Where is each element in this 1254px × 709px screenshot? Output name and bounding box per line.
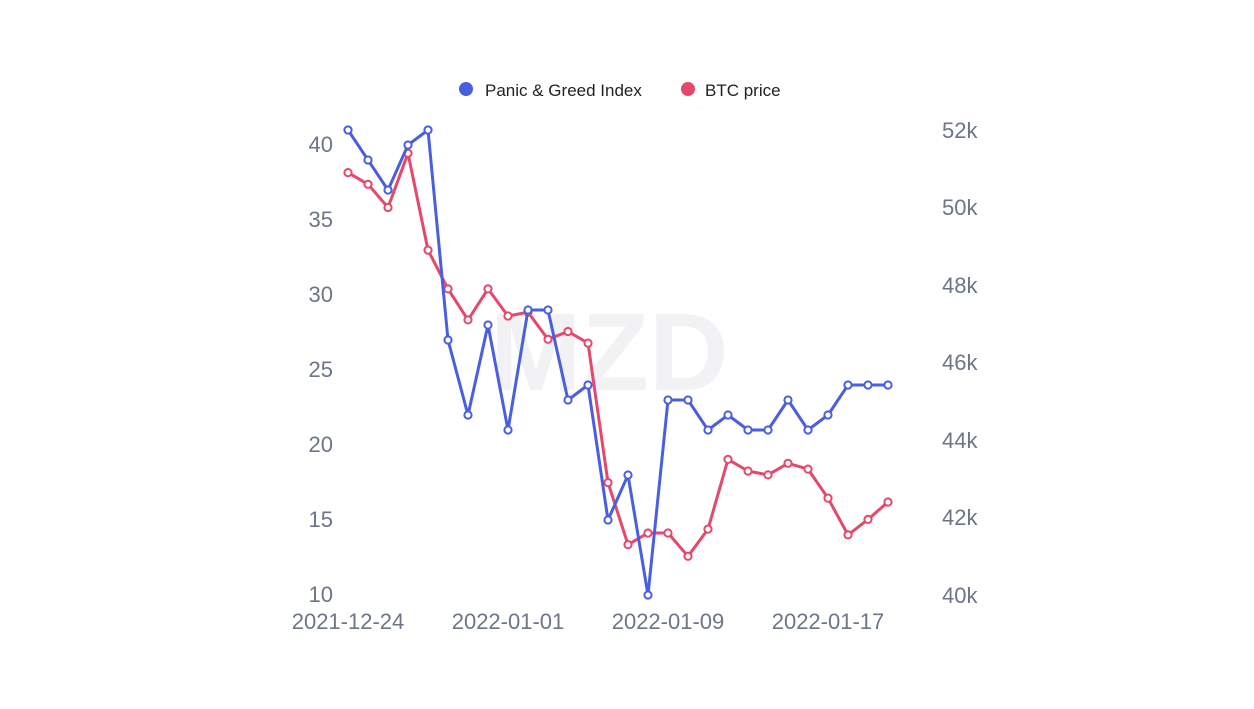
data-point-panic-greed[interactable] <box>503 425 513 435</box>
data-point-panic-greed[interactable] <box>843 380 853 390</box>
data-point-panic-greed[interactable] <box>703 425 713 435</box>
data-point-btc-price[interactable] <box>843 530 853 540</box>
y-right-tick-label: 46k <box>942 350 978 375</box>
data-point-panic-greed[interactable] <box>523 305 533 315</box>
y-left-tick-label: 25 <box>309 357 333 382</box>
data-point-panic-greed[interactable] <box>603 515 613 525</box>
series-layer <box>343 125 893 600</box>
data-point-btc-price[interactable] <box>583 338 593 348</box>
data-point-panic-greed[interactable] <box>423 125 433 135</box>
data-point-btc-price[interactable] <box>663 528 673 538</box>
data-point-btc-price[interactable] <box>783 458 793 468</box>
data-point-btc-price[interactable] <box>543 334 553 344</box>
data-point-btc-price[interactable] <box>643 528 653 538</box>
x-tick-label: 2021-12-24 <box>292 609 405 634</box>
y-right-tick-label: 52k <box>942 118 978 143</box>
y-right-tick-label: 40k <box>942 583 978 608</box>
data-point-btc-price[interactable] <box>383 202 393 213</box>
data-point-panic-greed[interactable] <box>723 410 733 420</box>
data-point-panic-greed[interactable] <box>443 335 453 345</box>
y-right-tick-label: 44k <box>942 428 978 453</box>
series-line-panic-greed <box>346 128 888 597</box>
data-point-panic-greed[interactable] <box>783 395 793 405</box>
legend-swatch-panic-greed <box>459 82 473 96</box>
data-point-btc-price[interactable] <box>423 245 433 255</box>
data-point-panic-greed[interactable] <box>823 410 833 420</box>
y-left-tick-label: 30 <box>309 282 333 307</box>
data-point-panic-greed[interactable] <box>403 140 413 150</box>
data-point-panic-greed[interactable] <box>363 155 373 165</box>
data-point-btc-price[interactable] <box>603 478 613 488</box>
data-point-panic-greed[interactable] <box>763 425 773 435</box>
data-point-panic-greed[interactable] <box>623 470 633 480</box>
data-point-btc-price[interactable] <box>883 497 893 507</box>
data-point-btc-price[interactable] <box>683 551 693 561</box>
data-point-btc-price[interactable] <box>563 326 573 337</box>
x-tick-label: 2022-01-01 <box>452 609 565 634</box>
data-point-btc-price[interactable] <box>743 466 753 476</box>
data-point-panic-greed[interactable] <box>663 395 673 405</box>
data-point-panic-greed[interactable] <box>883 380 893 390</box>
data-point-panic-greed[interactable] <box>743 425 753 435</box>
data-point-panic-greed[interactable] <box>383 185 393 195</box>
y-right-tick-label: 48k <box>942 273 978 298</box>
legend: Panic & Greed Index BTC price <box>459 81 781 100</box>
data-point-panic-greed[interactable] <box>483 320 493 330</box>
data-point-btc-price[interactable] <box>823 493 833 503</box>
data-point-panic-greed[interactable] <box>863 380 873 390</box>
data-point-panic-greed[interactable] <box>543 305 553 315</box>
data-point-panic-greed[interactable] <box>343 125 353 135</box>
y-axis-left: 40 35 30 25 20 15 10 <box>309 132 333 607</box>
data-point-btc-price[interactable] <box>803 464 813 474</box>
y-left-tick-label: 15 <box>309 507 333 532</box>
data-point-panic-greed[interactable] <box>463 410 473 420</box>
legend-label-panic-greed: Panic & Greed Index <box>485 81 642 100</box>
y-axis-right: 52k 50k 48k 46k 44k 42k 40k <box>942 118 978 608</box>
series-line-btc-price <box>347 151 889 558</box>
data-point-btc-price[interactable] <box>443 284 453 294</box>
data-point-btc-price[interactable] <box>503 311 513 321</box>
y-left-tick-label: 35 <box>309 207 333 232</box>
data-point-panic-greed[interactable] <box>683 395 693 405</box>
data-point-btc-price[interactable] <box>463 315 473 325</box>
data-point-btc-price[interactable] <box>363 179 373 189</box>
x-axis: 2021-12-24 2022-01-01 2022-01-09 2022-01… <box>292 609 885 634</box>
x-tick-label: 2022-01-17 <box>772 609 885 634</box>
data-point-btc-price[interactable] <box>623 540 633 550</box>
data-point-panic-greed[interactable] <box>583 380 593 390</box>
data-point-btc-price[interactable] <box>483 284 493 294</box>
data-point-btc-price[interactable] <box>763 470 773 480</box>
data-point-panic-greed[interactable] <box>643 590 653 600</box>
y-left-tick-label: 20 <box>309 432 333 457</box>
data-point-btc-price[interactable] <box>343 168 353 178</box>
y-right-tick-label: 50k <box>942 195 978 220</box>
y-right-tick-label: 42k <box>942 505 978 530</box>
data-point-panic-greed[interactable] <box>563 395 573 405</box>
data-point-btc-price[interactable] <box>723 454 733 464</box>
legend-label-btc-price: BTC price <box>705 81 781 100</box>
y-left-tick-label: 10 <box>309 582 333 607</box>
y-left-tick-label: 40 <box>309 132 333 157</box>
data-point-btc-price[interactable] <box>863 514 873 525</box>
data-point-btc-price[interactable] <box>703 524 713 534</box>
data-point-panic-greed[interactable] <box>803 425 813 435</box>
legend-swatch-btc-price <box>681 82 695 96</box>
x-tick-label: 2022-01-09 <box>612 609 725 634</box>
